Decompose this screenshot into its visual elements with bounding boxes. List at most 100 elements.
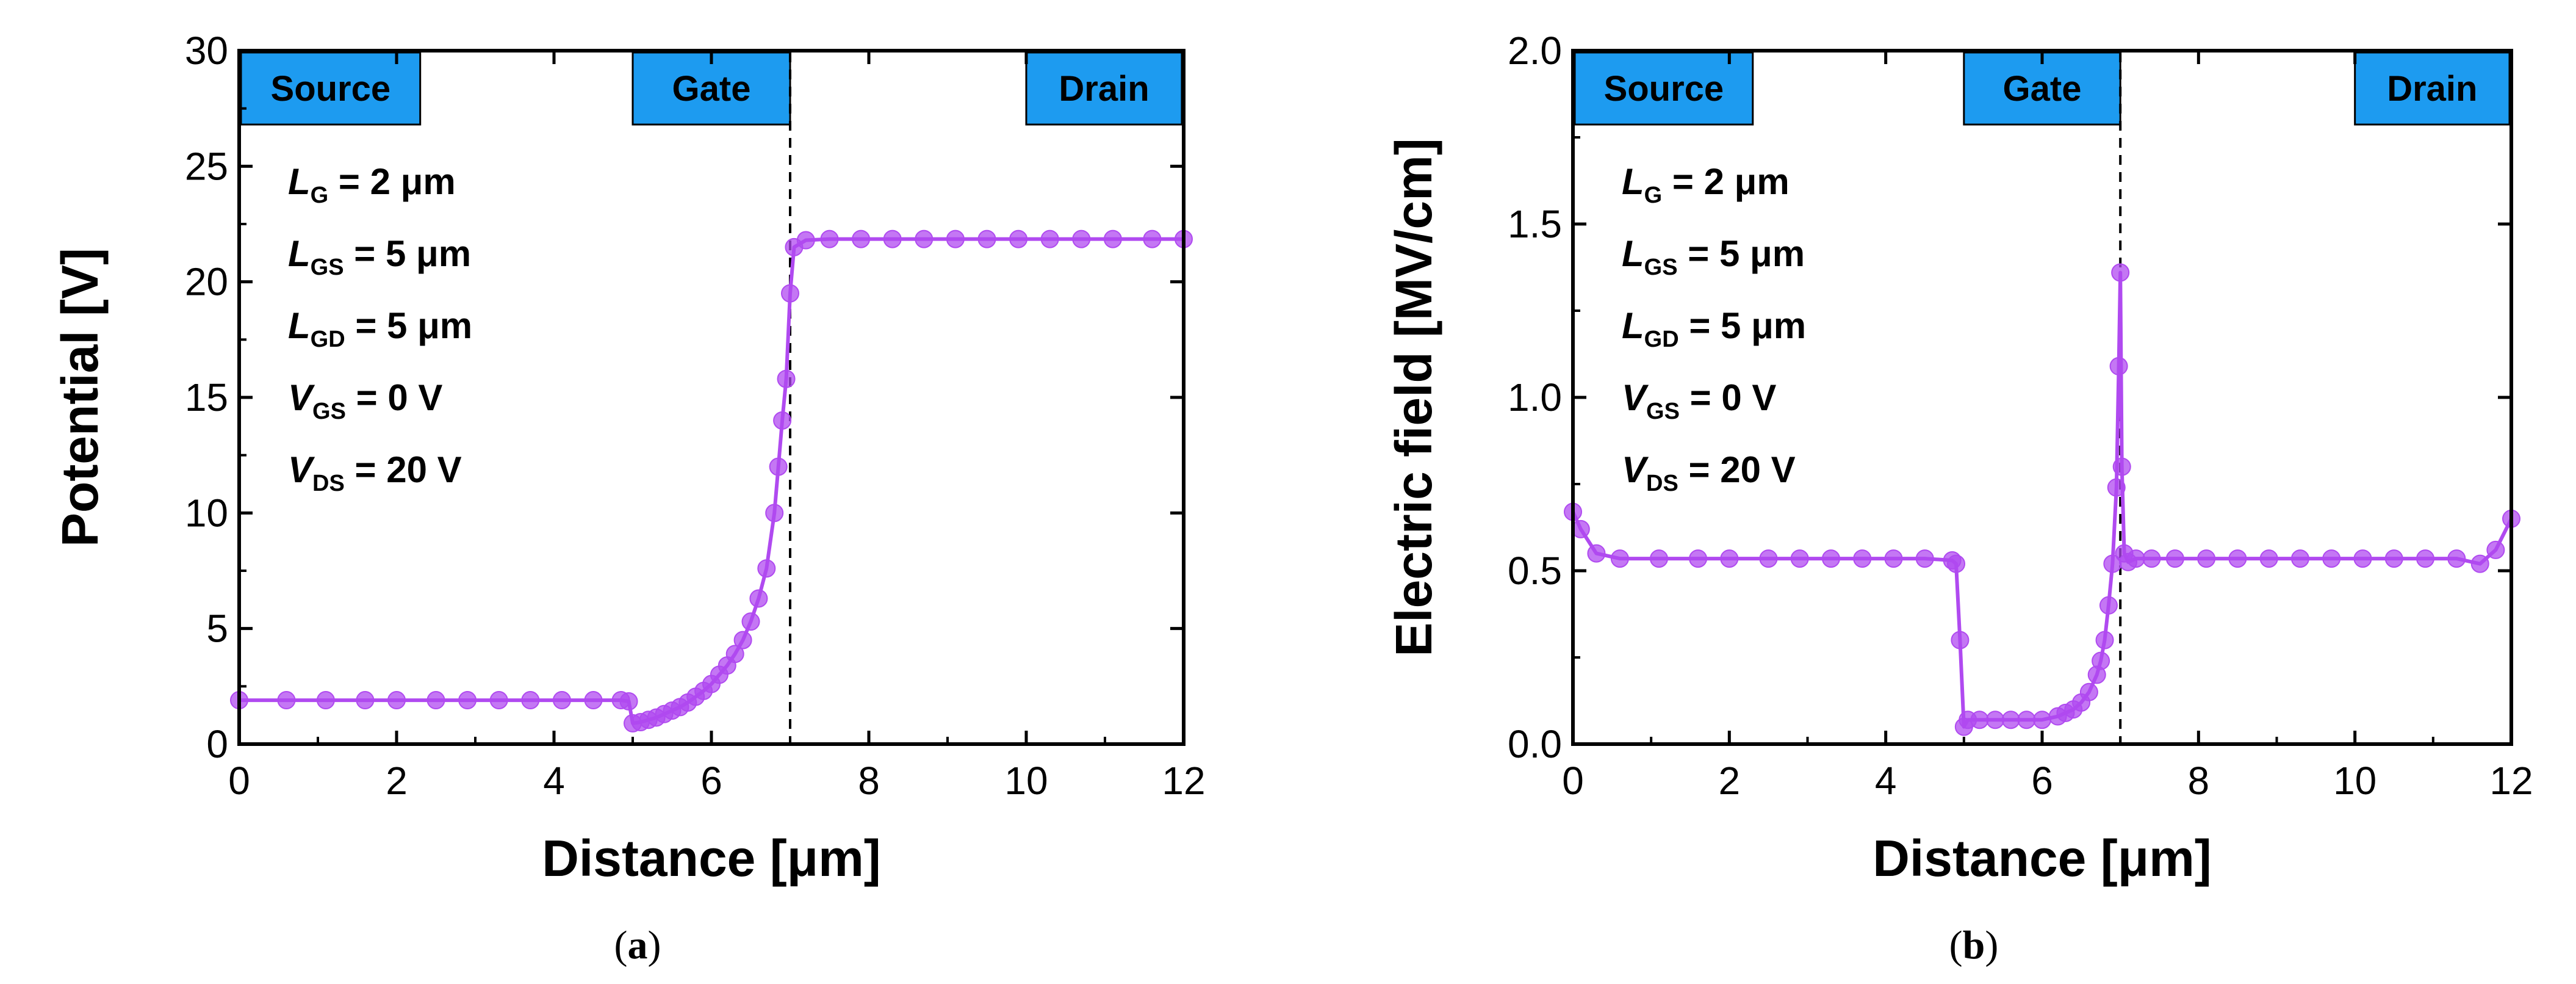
panel-b-data-point bbox=[2228, 549, 2247, 568]
panel-b-data-point bbox=[1853, 549, 1872, 568]
panel-a-data-point bbox=[749, 589, 768, 608]
panel-b-data-point bbox=[2079, 682, 2098, 701]
panel-a-data-point bbox=[946, 230, 965, 248]
panel-a-data-point bbox=[1040, 230, 1059, 248]
panel-a-data-point bbox=[387, 691, 406, 710]
panel-b-region-label-gate: Gate bbox=[2003, 69, 2082, 109]
panel-a-data-point bbox=[1143, 230, 1162, 248]
panel-b-data-point bbox=[2384, 549, 2403, 568]
panel-a-data-point bbox=[741, 612, 760, 631]
panel-b-data-point bbox=[2322, 549, 2341, 568]
panel-b-data-point bbox=[1720, 549, 1739, 568]
panel-b-caption: (b) bbox=[1949, 923, 1999, 968]
panel-a-param-lgd: LGD = 5 μm bbox=[288, 305, 472, 352]
panel-b-data-point bbox=[1951, 631, 1970, 649]
panel-b-data-point bbox=[2001, 711, 2020, 729]
panel-a-ytick-label: 20 bbox=[185, 260, 228, 304]
panel-a-xtick-label: 4 bbox=[543, 759, 565, 803]
panel-b-data-point bbox=[1970, 711, 1989, 729]
panel-b-xtick-label: 12 bbox=[2489, 759, 2533, 803]
panel-b-data-point bbox=[2112, 457, 2131, 476]
panel-a-ytick-label: 0 bbox=[206, 722, 228, 766]
panel-b-electric-field: Source Gate Drain 0 2 4 6 8 10 12 0.0 0.5 1.0 1.5 2.0… bbox=[1385, 29, 2533, 968]
panel-b-data-point bbox=[2259, 549, 2278, 568]
panel-a-region-boxes: Source Gate Drain bbox=[240, 51, 1183, 126]
panel-a-data-point bbox=[977, 230, 996, 248]
panel-a-xtick-label: 6 bbox=[700, 759, 722, 803]
panel-b-xlabel: Distance [μm] bbox=[1873, 830, 2212, 887]
panel-b-data-point bbox=[1947, 554, 1966, 573]
panel-a-data-point bbox=[820, 230, 839, 248]
panel-b-data-point bbox=[2290, 549, 2309, 568]
panel-b-plot-area bbox=[1573, 51, 2511, 744]
panel-a-data-point bbox=[584, 691, 603, 710]
panel-a-param-lg: LG = 2 μm bbox=[288, 161, 456, 208]
panel-b-xtick-label: 6 bbox=[2031, 759, 2053, 803]
panel-b-data-point bbox=[2470, 554, 2489, 573]
panel-a-xtick-label: 0 bbox=[228, 759, 250, 803]
panel-a-data-point bbox=[356, 691, 375, 710]
panel-a-parameters: LG = 2 μm LGS = 5 μm LGD = 5 μm VGS = 0 V VD… bbox=[288, 161, 472, 496]
panel-b-ytick-label: 0.5 bbox=[1508, 549, 1562, 593]
panel-b-param-lgd: LGD = 5 μm bbox=[1622, 305, 1806, 352]
panel-a-xlabel: Distance [μm] bbox=[542, 830, 881, 887]
panel-b-data-point bbox=[1986, 711, 2005, 729]
panel-a-data-point bbox=[1072, 230, 1091, 248]
panel-b-data-point bbox=[2447, 549, 2466, 568]
panel-a-data-point bbox=[769, 457, 788, 476]
panel-a-xtick-label: 8 bbox=[858, 759, 880, 803]
panel-b-data-point bbox=[1610, 549, 1629, 568]
panel-a-ticks: 0 2 4 6 8 10 12 0 5 10 15 20 25 30 bbox=[185, 29, 1206, 803]
panel-b-data-point bbox=[2109, 356, 2128, 375]
panel-b-data-point bbox=[1790, 549, 1809, 568]
panel-b-data-point bbox=[2486, 540, 2505, 559]
panel-a-region-drain: Drain bbox=[1025, 51, 1183, 126]
panel-b-region-source: Source bbox=[1574, 51, 1754, 126]
panel-a-region-label-source: Source bbox=[271, 69, 391, 109]
panel-b-param-vds: VDS = 20 V bbox=[1622, 449, 1796, 496]
panel-b-param-lg: LG = 2 μm bbox=[1622, 161, 1790, 208]
panel-a-region-label-drain: Drain bbox=[1059, 69, 1149, 109]
panel-b-xtick-label: 0 bbox=[1562, 759, 1584, 803]
panel-b-data-point bbox=[1759, 549, 1778, 568]
panel-a-ylabel: Potential [V] bbox=[51, 248, 109, 547]
panel-a-data-point bbox=[277, 691, 296, 710]
panel-b-data-point bbox=[2107, 478, 2126, 497]
panel-b-data-point bbox=[2416, 549, 2435, 568]
panel-a-data-point bbox=[773, 411, 792, 430]
panel-a-data-point bbox=[619, 692, 638, 711]
panel-b-data-point bbox=[2111, 263, 2130, 282]
panel-b-data-point bbox=[2126, 549, 2145, 568]
panel-b-ytick-label: 1.5 bbox=[1508, 202, 1562, 246]
panel-a-ytick-label: 10 bbox=[185, 491, 228, 535]
panel-a-region-label-gate: Gate bbox=[672, 69, 751, 109]
panel-b-region-boxes: Source Gate Drain bbox=[1574, 51, 2511, 126]
panel-a-data-point bbox=[852, 230, 871, 248]
panel-a-data-point bbox=[1103, 230, 1122, 248]
panel-a-xtick-label: 10 bbox=[1004, 759, 1048, 803]
panel-b-data-point bbox=[1689, 549, 1708, 568]
panel-b-xtick-label: 2 bbox=[1719, 759, 1741, 803]
panel-b-data-point bbox=[1884, 549, 1903, 568]
panel-b-data-point bbox=[1571, 519, 1590, 538]
panel-b-region-drain: Drain bbox=[2354, 51, 2511, 126]
panel-b-data-point bbox=[2092, 651, 2110, 670]
panel-a-data-point bbox=[733, 631, 752, 649]
panel-a-xtick-label: 2 bbox=[386, 759, 408, 803]
panel-a-ytick-label: 15 bbox=[185, 375, 228, 419]
panel-b-ytick-label: 0.0 bbox=[1508, 722, 1562, 766]
panel-a-param-vgs: VGS = 0 V bbox=[288, 377, 442, 424]
panel-b-region-label-drain: Drain bbox=[2387, 69, 2477, 109]
panel-a-ytick-label: 30 bbox=[185, 29, 228, 73]
panel-a-data-point bbox=[781, 284, 799, 303]
panel-a-data-point bbox=[552, 691, 571, 710]
panel-b-parameters: LG = 2 μm LGS = 5 μm LGD = 5 μm VGS = 0 V VD… bbox=[1622, 161, 1806, 496]
panel-a-data-point bbox=[777, 369, 796, 388]
panel-b-data-point bbox=[2033, 711, 2051, 729]
panel-a-data-point bbox=[316, 691, 335, 710]
panel-a-data-point bbox=[915, 230, 934, 248]
panel-a-data-point bbox=[458, 691, 477, 710]
panel-b-data-point bbox=[1915, 549, 1934, 568]
panel-a-data-point bbox=[521, 691, 540, 710]
